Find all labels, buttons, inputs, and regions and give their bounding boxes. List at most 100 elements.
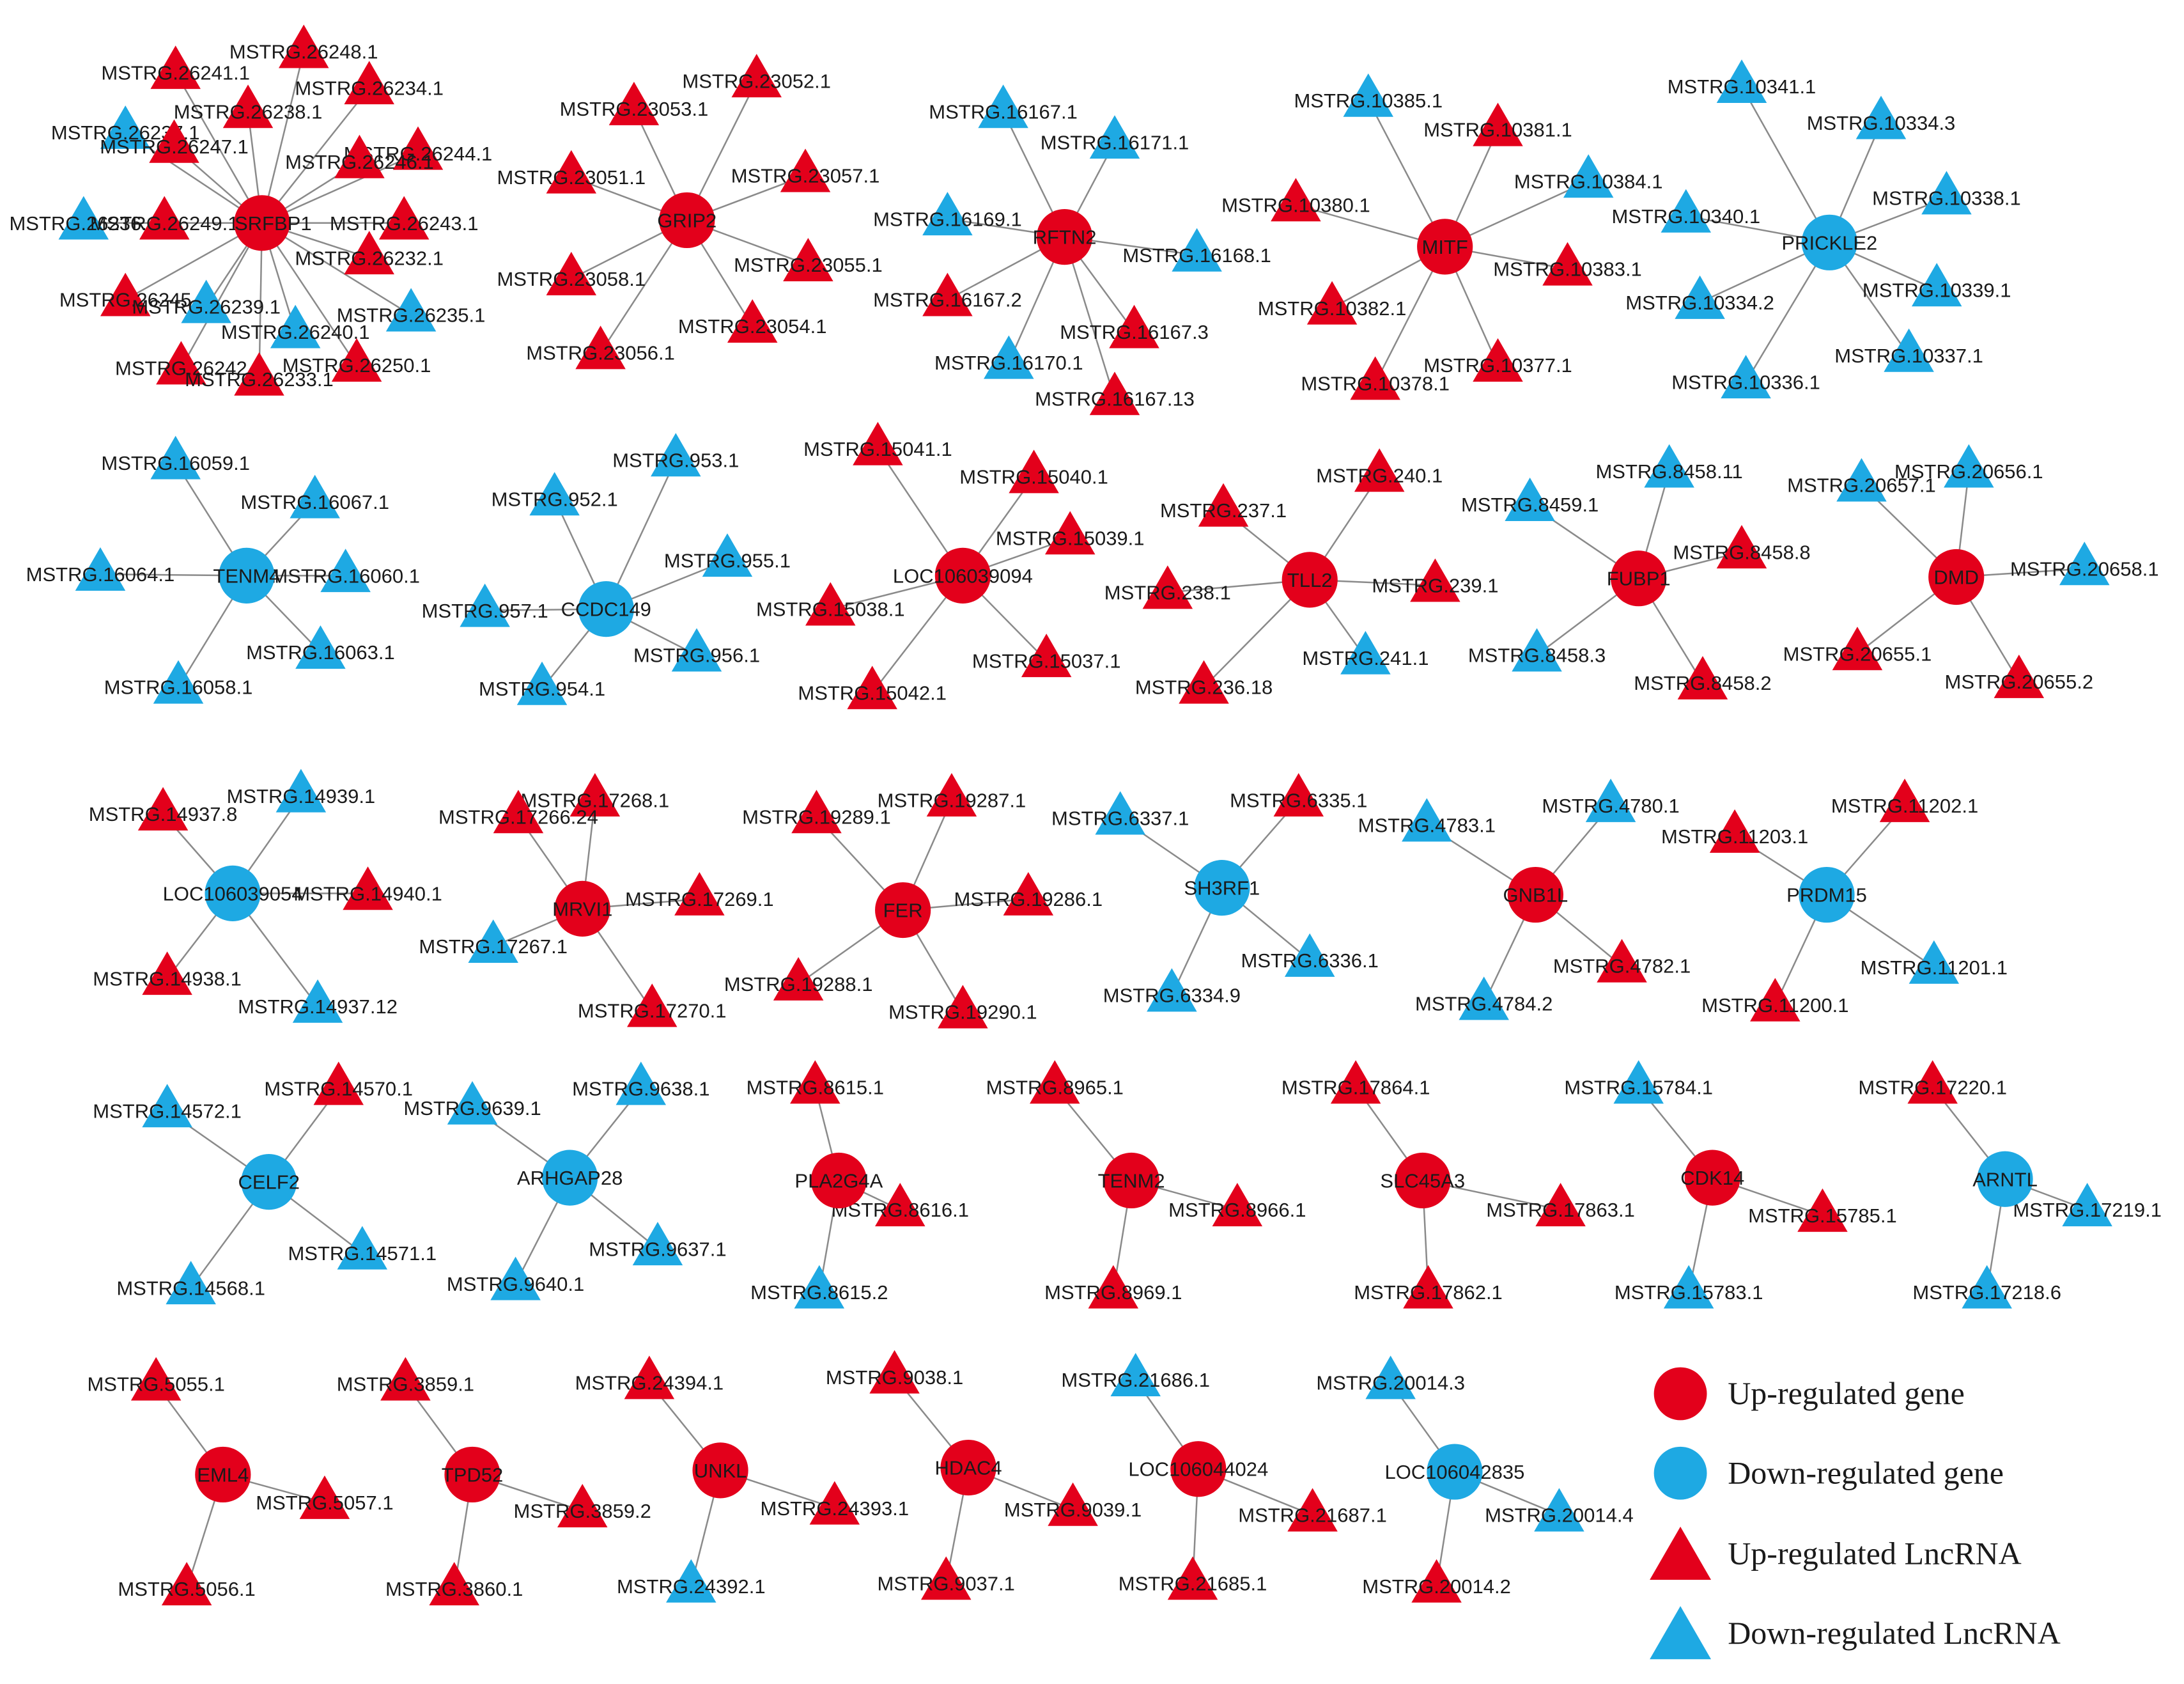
lncrna-node[interactable]: MSTRG.9639.1 bbox=[403, 1080, 541, 1125]
lncrna-node[interactable]: MSTRG.10334.2 bbox=[1625, 275, 1774, 319]
gene-node-celf2[interactable]: CELF2 bbox=[238, 1154, 300, 1210]
lncrna-node[interactable]: MSTRG.17864.1 bbox=[1282, 1060, 1430, 1104]
gene-node-gnb1l[interactable]: GNB1L bbox=[1503, 866, 1568, 923]
lncrna-node[interactable]: MSTRG.26232.1 bbox=[295, 231, 444, 275]
lncrna-node[interactable]: MSTRG.3859.2 bbox=[514, 1483, 651, 1527]
lncrna-node[interactable]: MSTRG.17218.6 bbox=[1912, 1265, 2061, 1309]
lncrna-node[interactable]: MSTRG.26246.1 bbox=[285, 134, 434, 178]
lncrna-node[interactable]: MSTRG.24394.1 bbox=[575, 1355, 724, 1399]
lncrna-node[interactable]: MSTRG.8458.8 bbox=[1673, 525, 1811, 569]
lncrna-node[interactable]: MSTRG.8966.1 bbox=[1168, 1183, 1306, 1227]
lncrna-node[interactable]: MSTRG.23058.1 bbox=[497, 251, 646, 295]
lncrna-node[interactable]: MSTRG.16058.1 bbox=[104, 660, 253, 704]
gene-node-loc106042835[interactable]: LOC106042835 bbox=[1384, 1444, 1524, 1500]
lncrna-node[interactable]: MSTRG.17270.1 bbox=[578, 983, 727, 1027]
lncrna-node[interactable]: MSTRG.19290.1 bbox=[888, 985, 1037, 1029]
lncrna-node[interactable]: MSTRG.6336.1 bbox=[1241, 933, 1379, 977]
lncrna-node[interactable]: MSTRG.17267.1 bbox=[419, 919, 568, 963]
lncrna-node[interactable]: MSTRG.5055.1 bbox=[87, 1357, 225, 1401]
lncrna-node[interactable]: MSTRG.26249.1 bbox=[90, 196, 239, 240]
lncrna-node[interactable]: MSTRG.15041.1 bbox=[803, 421, 952, 465]
lncrna-node[interactable]: MSTRG.16059.1 bbox=[101, 435, 250, 479]
lncrna-node[interactable]: MSTRG.10383.1 bbox=[1493, 242, 1642, 286]
gene-node-ccdc149[interactable]: CCDC149 bbox=[561, 581, 651, 637]
lncrna-node[interactable]: MSTRG.6335.1 bbox=[1230, 773, 1367, 817]
lncrna-node[interactable]: MSTRG.8458.2 bbox=[1634, 656, 1772, 700]
lncrna-node[interactable]: MSTRG.10384.1 bbox=[1514, 154, 1663, 198]
lncrna-node[interactable]: MSTRG.16063.1 bbox=[246, 625, 395, 669]
lncrna-node[interactable]: MSTRG.8965.1 bbox=[986, 1060, 1124, 1104]
lncrna-node[interactable]: MSTRG.10334.3 bbox=[1807, 95, 1956, 139]
lncrna-node[interactable]: MSTRG.9038.1 bbox=[826, 1350, 963, 1394]
lncrna-node[interactable]: MSTRG.26250.1 bbox=[283, 338, 431, 382]
lncrna-node[interactable]: MSTRG.26233.1 bbox=[185, 352, 334, 396]
lncrna-node[interactable]: MSTRG.21686.1 bbox=[1061, 1353, 1210, 1397]
lncrna-node[interactable]: MSTRG.24393.1 bbox=[761, 1481, 910, 1525]
lncrna-node[interactable]: MSTRG.9638.1 bbox=[572, 1061, 709, 1105]
gene-node-mitf[interactable]: MITF bbox=[1417, 219, 1473, 275]
lncrna-node[interactable]: MSTRG.10338.1 bbox=[1872, 171, 2021, 215]
lncrna-node[interactable]: MSTRG.6334.9 bbox=[1103, 968, 1241, 1012]
lncrna-node[interactable]: MSTRG.15042.1 bbox=[798, 666, 947, 710]
lncrna-node[interactable]: MSTRG.15037.1 bbox=[972, 634, 1121, 678]
lncrna-node[interactable]: MSTRG.4784.2 bbox=[1415, 976, 1553, 1020]
lncrna-node[interactable]: MSTRG.956.1 bbox=[633, 628, 760, 672]
gene-node-fubp1[interactable]: FUBP1 bbox=[1607, 550, 1671, 607]
lncrna-node[interactable]: MSTRG.5056.1 bbox=[118, 1562, 256, 1606]
lncrna-node[interactable]: MSTRG.953.1 bbox=[612, 433, 739, 477]
lncrna-node[interactable]: MSTRG.26243.1 bbox=[330, 196, 479, 240]
lncrna-node[interactable]: MSTRG.20658.1 bbox=[2010, 542, 2159, 586]
gene-node-slc45a3[interactable]: SLC45A3 bbox=[1380, 1152, 1465, 1209]
gene-node-pla2g4a[interactable]: PLA2G4A bbox=[794, 1152, 883, 1209]
lncrna-node[interactable]: MSTRG.17266.24 bbox=[438, 790, 598, 834]
lncrna-node[interactable]: MSTRG.15039.1 bbox=[996, 511, 1145, 555]
lncrna-node[interactable]: MSTRG.9640.1 bbox=[447, 1256, 584, 1300]
lncrna-node[interactable]: MSTRG.239.1 bbox=[1372, 558, 1498, 602]
lncrna-node[interactable]: MSTRG.9037.1 bbox=[878, 1556, 1015, 1600]
lncrna-node[interactable]: MSTRG.14938.1 bbox=[93, 951, 242, 995]
lncrna-node[interactable]: MSTRG.16170.1 bbox=[934, 335, 1083, 379]
gene-node-arntl[interactable]: ARNTL bbox=[1972, 1151, 2038, 1207]
lncrna-node[interactable]: MSTRG.20014.2 bbox=[1362, 1559, 1511, 1603]
lncrna-node[interactable]: MSTRG.14570.1 bbox=[264, 1061, 413, 1105]
lncrna-node[interactable]: MSTRG.23055.1 bbox=[734, 238, 883, 282]
lncrna-node[interactable]: MSTRG.6337.1 bbox=[1051, 791, 1189, 835]
lncrna-node[interactable]: MSTRG.10336.1 bbox=[1671, 355, 1820, 399]
lncrna-node[interactable]: MSTRG.15785.1 bbox=[1748, 1188, 1897, 1232]
lncrna-node[interactable]: MSTRG.17268.1 bbox=[521, 773, 670, 817]
lncrna-node[interactable]: MSTRG.10341.1 bbox=[1668, 59, 1816, 103]
gene-node-grip2[interactable]: GRIP2 bbox=[657, 192, 716, 249]
lncrna-node[interactable]: MSTRG.26245 bbox=[59, 272, 192, 316]
lncrna-node[interactable]: MSTRG.20655.1 bbox=[1783, 627, 1932, 671]
lncrna-node[interactable]: MSTRG.10380.1 bbox=[1221, 178, 1370, 222]
lncrna-node[interactable]: MSTRG.26242 bbox=[115, 341, 247, 385]
gene-node-prdm15[interactable]: PRDM15 bbox=[1786, 866, 1867, 923]
lncrna-node[interactable]: MSTRG.954.1 bbox=[479, 661, 605, 705]
gene-node-arhgap28[interactable]: ARHGAP28 bbox=[517, 1150, 623, 1206]
lncrna-node[interactable]: MSTRG.5057.1 bbox=[256, 1475, 394, 1519]
lncrna-node[interactable]: MSTRG.16060.1 bbox=[271, 549, 420, 593]
lncrna-node[interactable]: MSTRG.237.1 bbox=[1160, 483, 1287, 527]
gene-node-tenm4[interactable]: TENM4 bbox=[213, 547, 280, 604]
lncrna-node[interactable]: MSTRG.17863.1 bbox=[1486, 1183, 1635, 1227]
lncrna-node[interactable]: MSTRG.26241.1 bbox=[101, 45, 250, 90]
lncrna-node[interactable]: MSTRG.20655.2 bbox=[1945, 654, 2094, 698]
gene-node-mrvi1[interactable]: MRVI1 bbox=[552, 880, 612, 937]
lncrna-node[interactable]: MSTRG.26235.1 bbox=[337, 288, 486, 332]
lncrna-node[interactable]: MSTRG.11202.1 bbox=[1831, 778, 1978, 822]
lncrna-node[interactable]: MSTRG.9039.1 bbox=[1004, 1482, 1142, 1526]
lncrna-node[interactable]: MSTRG.14568.1 bbox=[116, 1261, 265, 1305]
lncrna-node[interactable]: MSTRG.8458.11 bbox=[1595, 444, 1743, 488]
lncrna-node[interactable]: MSTRG.19288.1 bbox=[724, 956, 873, 1001]
lncrna-node[interactable]: MSTRG.955.1 bbox=[664, 533, 791, 577]
lncrna-node[interactable]: MSTRG.16168.1 bbox=[1122, 228, 1271, 272]
lncrna-node[interactable]: MSTRG.8969.1 bbox=[1044, 1265, 1182, 1309]
lncrna-node[interactable]: MSTRG.23052.1 bbox=[682, 54, 831, 98]
lncrna-node[interactable]: MSTRG.19286.1 bbox=[954, 871, 1103, 916]
lncrna-node[interactable]: MSTRG.10339.1 bbox=[1863, 263, 2011, 307]
lncrna-node[interactable]: MSTRG.15784.1 bbox=[1564, 1060, 1713, 1104]
lncrna-node[interactable]: MSTRG.17219.1 bbox=[2013, 1183, 2162, 1227]
lncrna-node[interactable]: MSTRG.17862.1 bbox=[1354, 1265, 1503, 1309]
lncrna-node[interactable]: MSTRG.17220.1 bbox=[1858, 1060, 2007, 1104]
lncrna-node[interactable]: MSTRG.14571.1 bbox=[288, 1226, 437, 1270]
